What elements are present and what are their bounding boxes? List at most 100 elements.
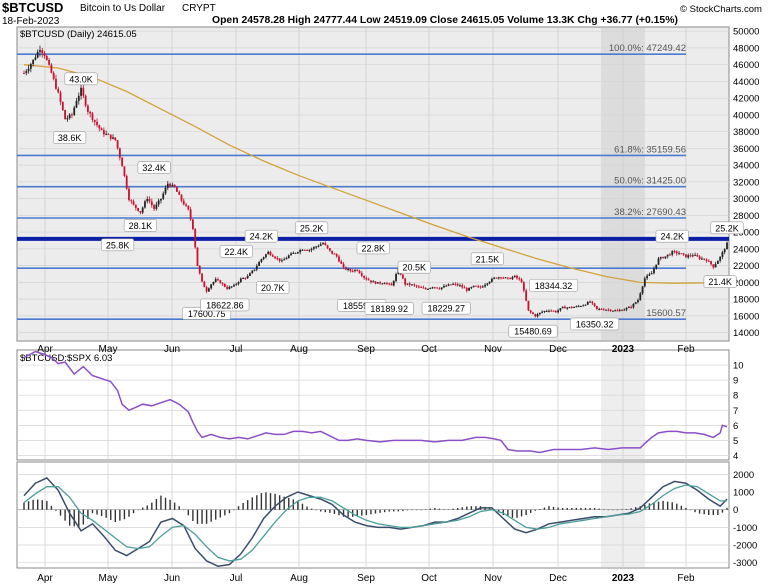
macd-histogram-bar [55,509,57,511]
candle-body [278,258,281,261]
x-tick-label-price: Aug [290,344,308,355]
x-tick-label-price: Jul [230,344,243,355]
macd-histogram-bar [342,509,345,517]
candle-body [287,255,290,258]
macd-histogram-bar [607,509,610,511]
macd-histogram-bar [160,495,162,510]
candle-body [61,101,64,111]
candle-body [675,251,678,254]
candle-body [719,256,722,261]
candle-body [281,260,283,262]
macd-histogram-bar [475,506,477,510]
y-tick-label: 44000 [733,77,759,88]
candle-body [488,281,491,284]
candle-body [84,95,87,106]
price-annotation: 25.8K [106,240,130,250]
candle-body [367,279,370,281]
candle-body [169,183,171,187]
macd-histogram-bar [237,506,240,510]
macd-histogram-bar [91,509,94,514]
macd-histogram-bar [383,509,386,513]
candle-body [420,286,423,288]
candle-body [249,273,251,276]
price-annotation-box [244,229,278,243]
macd-histogram-bar [370,509,372,515]
candle-body [164,187,167,194]
macd-histogram-bar [680,505,683,510]
candle-body [121,157,124,167]
candle-body [226,286,229,289]
price-annotation-box [295,221,329,235]
price-annotation: 16350.32 [576,319,614,329]
macd-histogram-bar [530,509,532,513]
candle-body [221,283,224,285]
price-annotation-box [53,131,87,144]
ratio-line [23,350,728,454]
macd-histogram-bar [201,509,203,524]
candle-body [274,256,276,259]
candle-body [322,243,324,245]
candle-body [671,251,674,255]
macd-histogram-bar [64,509,66,521]
macd-histogram-bar [434,507,436,510]
macd-histogram-bar [151,502,153,510]
candle-body [388,283,391,285]
candle-body [340,261,343,264]
y-tick-label: 9 [733,376,738,387]
macd-histogram-bar [548,506,550,510]
macd-histogram-bar [320,509,322,512]
candle-body [59,92,62,102]
candle-body [326,245,329,249]
price-annotation-box [655,229,689,243]
candle-body [486,283,489,285]
candle-body [77,95,80,101]
macd-histogram-bar [543,507,546,510]
macd-histogram-bar [23,502,25,510]
candle-body [520,279,523,283]
candle-body [559,308,562,311]
candle-body [703,258,706,260]
price-annotation: 18559.15 [343,301,381,311]
candle-body [356,269,359,271]
candle-body [198,266,201,274]
candle-body [475,285,477,287]
macd-histogram-bar [689,509,692,511]
candle-body [609,309,612,311]
candle-body [714,263,717,268]
x-tick-label-price: Feb [677,344,695,355]
y-tick-label: 42000 [733,94,759,105]
candle-body [429,287,432,289]
price-annotation-box [64,72,98,86]
candle-body [116,140,119,149]
price-annotation: 18622.86 [206,300,244,310]
candle-body [427,288,429,290]
candle-body [239,278,242,283]
price-annotation-box [256,281,290,294]
macd-histogram-bar [256,495,258,510]
candle-body [687,255,690,258]
candle-body [144,201,146,208]
candle-body [575,306,578,308]
x-tick-label-macd: Oct [421,573,437,584]
candle-body [312,247,315,249]
macd-histogram-bar [653,502,655,510]
candle-body [141,207,144,213]
candle-body [125,175,128,189]
stockcharts-watermark: © StockCharts.com [680,4,762,15]
candle-body [82,87,85,96]
candle-body [358,270,361,274]
macd-histogram-bar [242,502,244,510]
candle-body [522,282,525,291]
candle-body [543,311,546,313]
fib-level-label: 15600.57 [646,308,686,319]
y-tick-label: 40000 [733,110,759,121]
x-tick-label-macd: Dec [549,573,567,584]
price-annotation-box [356,241,390,255]
price-annotation: 21.4K [708,277,732,287]
y-tick-label: 0 [733,505,738,516]
candle-body [500,277,502,279]
candle-body [80,87,82,96]
price-annotation-box [570,317,620,331]
candle-body [349,268,352,271]
macd-histogram-bar [68,509,71,526]
